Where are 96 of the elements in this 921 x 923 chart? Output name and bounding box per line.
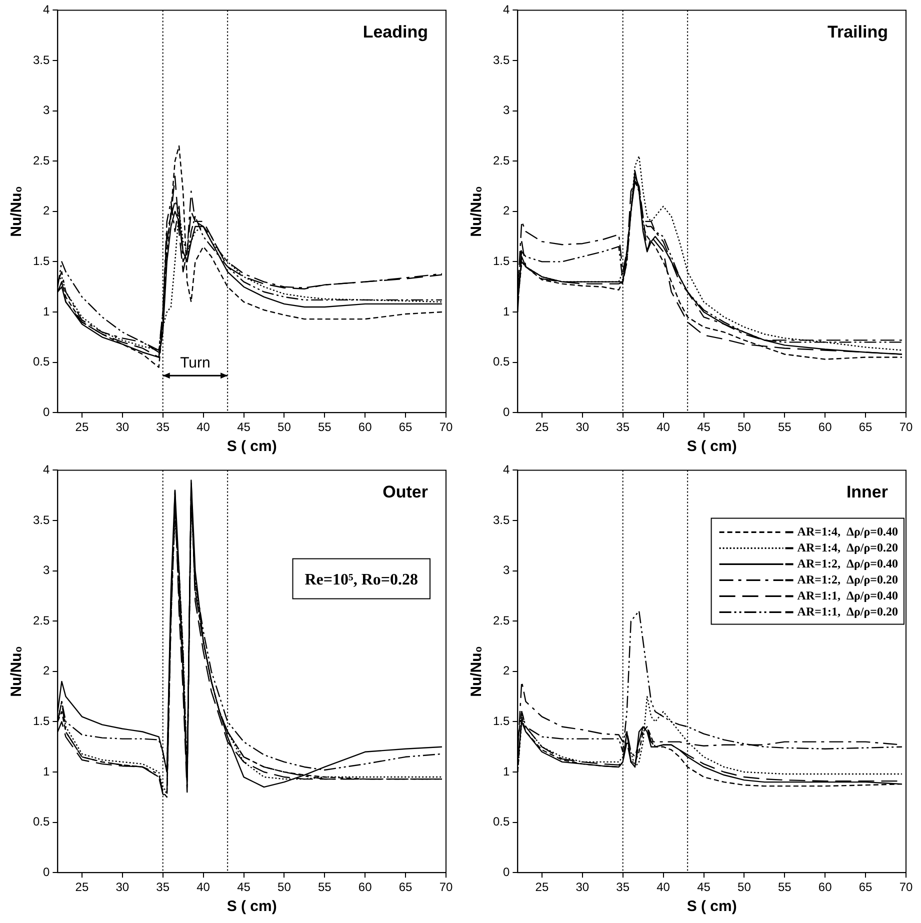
x-tick-label: 30	[576, 420, 590, 434]
x-tick-label: 30	[576, 880, 590, 894]
x-tick-label: 30	[116, 420, 130, 434]
text: Trailing	[828, 22, 888, 42]
y-axis-title: Nu/Nu₀	[468, 186, 486, 237]
x-tick-label: 55	[778, 420, 792, 434]
x-axis-title: S ( cm)	[226, 438, 277, 456]
x-tick-label: 55	[318, 420, 332, 434]
y-tick-label: 0	[42, 404, 50, 419]
x-tick-label: 60	[358, 880, 372, 894]
x-tick-label: 45	[697, 420, 711, 434]
y-tick-label: 2.5	[492, 153, 510, 168]
x-tick-label: 70	[899, 420, 913, 434]
x-tick-label: 25	[75, 880, 89, 894]
y-tick-label: 0.5	[32, 814, 50, 829]
y-tick-label: 1	[42, 304, 50, 318]
x-tick-label: 45	[697, 880, 711, 894]
y-tick-label: 2.5	[32, 613, 50, 628]
y-axis-title: Nu/Nu₀	[8, 186, 26, 237]
legend-label: AR=1:2, Δρ/ρ=0.40	[797, 556, 898, 570]
y-tick-label: 4	[502, 462, 510, 477]
x-tick-label: 50	[278, 420, 292, 434]
legend-label: AR=1:4, Δρ/ρ=0.40	[797, 524, 898, 538]
y-tick-label: 2	[42, 204, 50, 218]
x-axis-title: S ( cm)	[686, 438, 737, 456]
y-tick-label: 2	[42, 664, 50, 678]
y-tick-label: 0.5	[492, 354, 510, 369]
x-tick-label: 50	[738, 880, 752, 894]
x-tick-label: 60	[818, 420, 832, 434]
x-tick-label: 65	[398, 420, 413, 434]
y-tick-label: 3	[502, 563, 510, 578]
x-tick-label: 40	[656, 420, 670, 434]
x-tick-label: 35	[156, 420, 170, 434]
y-tick-label: 2	[502, 204, 510, 218]
legend-label: AR=1:2, Δρ/ρ=0.20	[797, 572, 898, 586]
y-tick-label: 0	[502, 404, 510, 419]
y-tick-label: 3	[42, 103, 50, 118]
y-tick-label: 4	[502, 2, 510, 17]
x-tick-label: 25	[75, 420, 89, 434]
x-tick-label: 30	[116, 880, 130, 894]
y-tick-label: 3	[42, 563, 50, 578]
y-tick-label: 3	[502, 103, 510, 118]
x-tick-label: 60	[818, 880, 832, 894]
x-tick-label: 50	[738, 420, 752, 434]
y-tick-label: 2.5	[492, 613, 510, 628]
x-tick-label: 55	[318, 880, 332, 894]
x-tick-label: 25	[535, 420, 549, 434]
x-tick-label: 35	[616, 420, 630, 434]
y-tick-label: 0	[42, 864, 50, 879]
y-axis-title: Nu/Nu₀	[8, 646, 26, 697]
text: Leading	[362, 22, 428, 42]
y-tick-label: 4	[42, 462, 50, 477]
text: Inner	[846, 482, 888, 502]
y-tick-label: 1	[42, 764, 50, 778]
annotation: Re=10⁵, Ro=0.28	[304, 572, 418, 589]
y-tick-label: 1	[502, 304, 510, 318]
y-tick-label: 2.5	[32, 153, 50, 168]
x-tick-label: 45	[237, 880, 251, 894]
y-tick-label: 0.5	[492, 814, 510, 829]
y-tick-label: 0	[502, 864, 510, 879]
x-tick-label: 70	[439, 420, 453, 434]
y-tick-label: 4	[42, 2, 50, 17]
text: Outer	[382, 482, 428, 502]
x-tick-label: 50	[278, 880, 292, 894]
x-tick-label: 65	[398, 880, 413, 894]
x-tick-label: 40	[196, 420, 210, 434]
y-tick-label: 1.5	[32, 714, 50, 728]
annotation: Turn	[180, 354, 210, 372]
x-tick-label: 45	[237, 420, 251, 434]
x-axis-title: S ( cm)	[686, 898, 737, 916]
x-tick-label: 60	[358, 420, 372, 434]
x-tick-label: 65	[858, 880, 873, 894]
x-tick-label: 35	[156, 880, 170, 894]
legend-label: AR=1:4, Δρ/ρ=0.20	[797, 540, 898, 554]
x-tick-label: 70	[439, 880, 453, 894]
y-tick-label: 1.5	[492, 714, 510, 728]
y-tick-label: 2	[502, 664, 510, 678]
x-axis-title: S ( cm)	[226, 898, 277, 916]
y-tick-label: 1.5	[492, 254, 510, 268]
y-tick-label: 3.5	[492, 512, 510, 527]
y-tick-label: 0.5	[32, 354, 50, 369]
y-tick-label: 3.5	[32, 512, 50, 527]
y-tick-label: 1.5	[32, 254, 50, 268]
y-tick-label: 3.5	[492, 52, 510, 67]
legend-label: AR=1:1, Δρ/ρ=0.40	[797, 588, 898, 602]
y-tick-label: 1	[502, 764, 510, 778]
y-axis-title: Nu/Nu₀	[468, 646, 486, 697]
x-tick-label: 35	[616, 880, 630, 894]
x-tick-label: 40	[196, 880, 210, 894]
y-tick-label: 3.5	[32, 52, 50, 67]
x-tick-label: 65	[858, 420, 873, 434]
legend-label: AR=1:1, Δρ/ρ=0.20	[797, 604, 898, 618]
x-tick-label: 25	[535, 880, 549, 894]
x-tick-label: 70	[899, 880, 913, 894]
x-tick-label: 40	[656, 880, 670, 894]
x-tick-label: 55	[778, 880, 792, 894]
